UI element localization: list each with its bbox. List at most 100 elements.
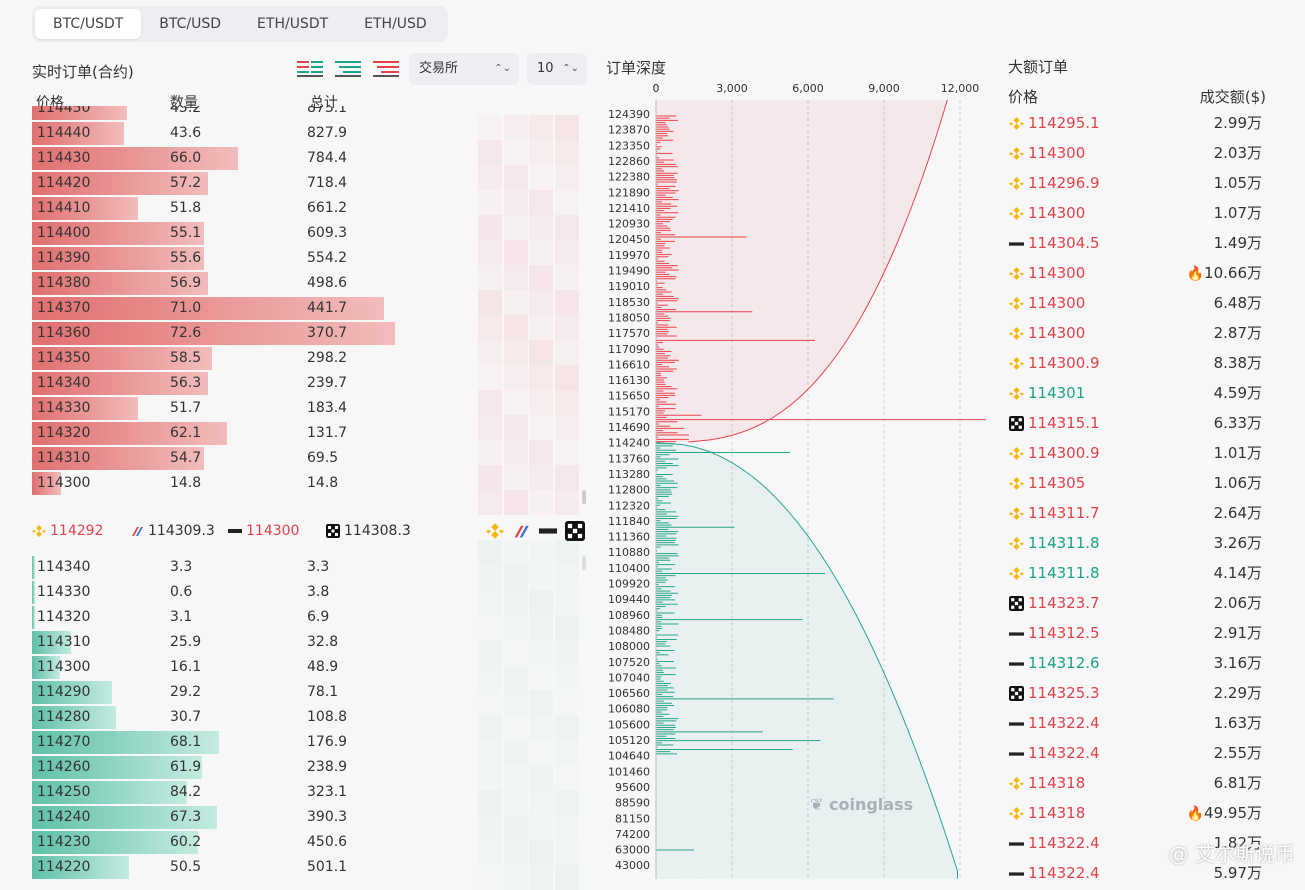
binance-icon (1009, 476, 1024, 491)
coinglass-watermark: ❦ coinglass (810, 795, 913, 814)
heat-cell (478, 465, 502, 490)
tab-btc-usd[interactable]: BTC/USD (141, 9, 239, 39)
bid-qty: 0.6 (170, 580, 192, 605)
view-both-icon[interactable] (297, 60, 323, 78)
binance-icon (32, 524, 46, 538)
large-order-row[interactable]: 114318🔥49.95万 (1008, 798, 1266, 828)
ask-price: 114310 (37, 446, 90, 471)
heat-cell (529, 715, 553, 740)
heat-cell (529, 365, 553, 390)
binance-icon (1009, 176, 1024, 191)
bid-price: 114320 (37, 605, 90, 630)
y-tick-label: 116610 (608, 358, 650, 371)
depth-select[interactable]: 10 ⌃⌄ (527, 53, 587, 85)
ticker-binance: 114292 (32, 520, 103, 542)
heat-cell (478, 290, 502, 315)
large-order-price: 114318 (1028, 768, 1085, 798)
x-tick-label: 3,000 (716, 82, 748, 95)
large-order-value: 2.29万 (1214, 678, 1262, 708)
large-order-price: 114322.4 (1028, 738, 1100, 768)
view-asks-icon[interactable] (373, 60, 399, 78)
heat-cell (529, 215, 553, 240)
heat-cell (529, 665, 553, 690)
exchange-select[interactable]: 交易所 ⌃⌄ (409, 53, 519, 85)
heat-cell (504, 815, 528, 840)
heat-cell (555, 440, 579, 465)
large-order-row[interactable]: 114300🔥10.66万 (1008, 258, 1266, 288)
large-order-price: 114312.5 (1028, 618, 1100, 648)
bid-scrollbar[interactable] (582, 556, 586, 570)
tab-eth-usd[interactable]: ETH/USD (346, 9, 445, 39)
ask-qty: 14.8 (170, 471, 201, 496)
x-tick-label: 0 (653, 82, 660, 95)
bid-price: 114330 (37, 580, 90, 605)
ask-price: 114320 (37, 421, 90, 446)
heat-cell (555, 115, 579, 140)
tab-eth-usdt[interactable]: ETH/USDT (239, 9, 346, 39)
large-order-value: 3.16万 (1214, 648, 1262, 678)
large-order-value-text: 1.07万 (1214, 204, 1262, 222)
heat-cell (529, 865, 553, 890)
binance-icon (1009, 566, 1024, 581)
ask-scrollbar[interactable] (582, 490, 586, 504)
ticker-okx: 114308.3 (326, 520, 411, 542)
heat-cell (555, 490, 579, 515)
view-bids-icon[interactable] (335, 60, 361, 78)
y-tick-label: 114690 (608, 421, 650, 434)
large-order-value: 2.99万 (1214, 108, 1262, 138)
tab-btc-usdt[interactable]: BTC/USDT (35, 9, 141, 39)
